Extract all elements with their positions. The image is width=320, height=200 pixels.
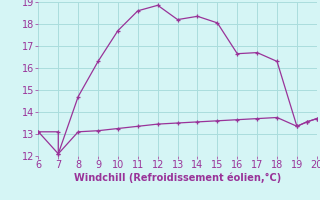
X-axis label: Windchill (Refroidissement éolien,°C): Windchill (Refroidissement éolien,°C): [74, 173, 281, 183]
